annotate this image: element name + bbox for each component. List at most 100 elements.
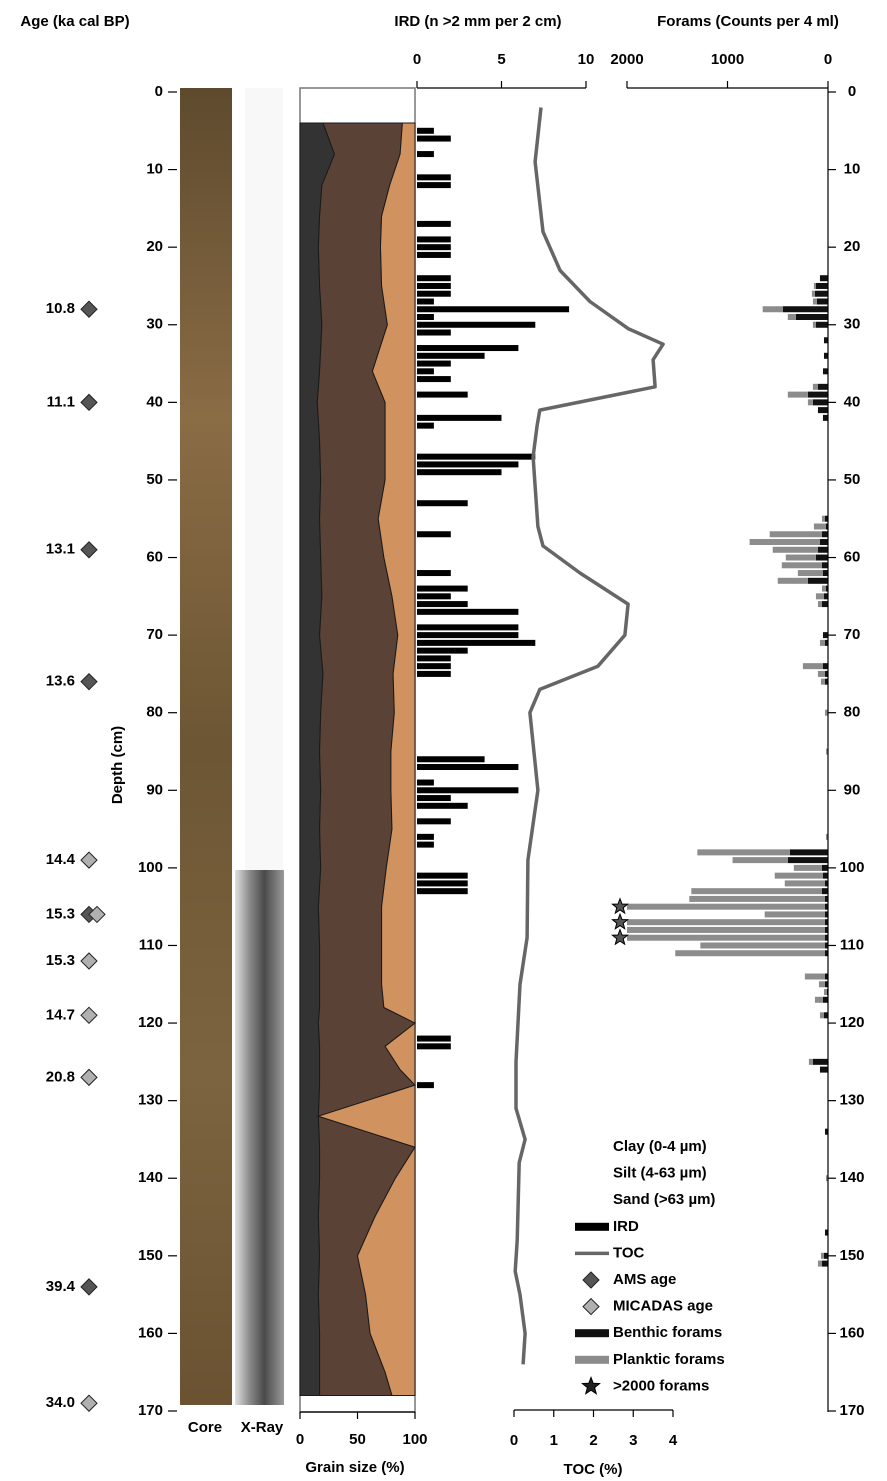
y-tick-label: 110 [840, 936, 864, 953]
bar [417, 780, 434, 786]
age-marker [81, 542, 97, 558]
bar [814, 523, 826, 529]
bar [417, 283, 451, 289]
y-tick-label: 40 [844, 393, 861, 410]
y-tick-label: 150 [138, 1247, 163, 1264]
y-tick-label: 120 [839, 1014, 864, 1031]
bar [822, 888, 828, 894]
age-marker [81, 1395, 97, 1411]
bar [783, 306, 828, 312]
bar [417, 182, 451, 188]
legend-label: Silt (4-63 µm) [613, 1165, 707, 1182]
bar [675, 950, 825, 956]
bar [417, 174, 451, 180]
bar [417, 151, 434, 157]
bar [773, 547, 818, 553]
bar [417, 880, 468, 886]
age-label: 20.8 [46, 1068, 75, 1085]
age-label: 15.3 [46, 952, 75, 969]
panel-title: Grain size (%) [305, 1459, 404, 1476]
y-tick-label: 160 [138, 1324, 163, 1341]
figure: Age (ka cal BP) Core X-Ray Depth (cm) 01… [0, 0, 887, 1481]
bar [798, 570, 823, 576]
bar [822, 531, 828, 537]
bar [417, 461, 518, 467]
bar [786, 555, 816, 561]
y-tick-label: 70 [146, 626, 163, 643]
bar [417, 291, 451, 297]
bar [417, 586, 468, 592]
bar [417, 244, 451, 250]
bar [691, 888, 822, 894]
bar [813, 298, 817, 304]
bar [627, 904, 825, 910]
bar [417, 640, 535, 646]
age-label: 34.0 [46, 1394, 75, 1411]
bar [813, 1059, 828, 1065]
age-title: Age (ka cal BP) [20, 13, 129, 30]
bar [778, 578, 808, 584]
y-tick-label: 140 [839, 1169, 864, 1186]
age-label: 14.4 [46, 851, 76, 868]
x-tick-label: 4 [669, 1432, 678, 1449]
bar [808, 578, 828, 584]
bar [417, 795, 451, 801]
bar [814, 283, 816, 289]
x-tick-label: 2 [589, 1432, 597, 1449]
bar [822, 516, 825, 522]
bar [823, 570, 828, 576]
bar [417, 609, 518, 615]
age-marker [81, 301, 97, 317]
x-tick-label: 0 [824, 51, 832, 68]
bar [818, 384, 828, 390]
bar [813, 399, 828, 405]
bar [812, 291, 815, 297]
age-marker [81, 1069, 97, 1085]
bar [823, 663, 828, 669]
bar [820, 1067, 828, 1073]
legend-label: >2000 forams [613, 1377, 709, 1394]
y-tick-label: 10 [844, 161, 861, 178]
bar [733, 857, 788, 863]
bar [627, 927, 825, 933]
panel-title: TOC (%) [564, 1461, 623, 1478]
bar [823, 368, 828, 374]
bar [822, 601, 828, 607]
bar [417, 803, 468, 809]
xray-label: X-Ray [241, 1419, 284, 1436]
bar [417, 469, 502, 475]
bar [816, 593, 824, 599]
age-marker [81, 394, 97, 410]
legend-swatch [583, 1272, 599, 1288]
y-tick-label: 50 [146, 471, 163, 488]
x-tick-label: 0 [510, 1432, 518, 1449]
bar [417, 128, 434, 134]
bar [417, 330, 451, 336]
legend-swatch [583, 1299, 599, 1315]
bar [824, 1253, 828, 1259]
bar [790, 849, 828, 855]
bar [417, 593, 451, 599]
bar [788, 857, 828, 863]
bar [818, 1261, 822, 1267]
bar [417, 601, 468, 607]
bar [824, 353, 828, 359]
bar [821, 1253, 824, 1259]
xray-image [235, 870, 284, 1405]
y-tick-label: 170 [138, 1402, 163, 1419]
x-tick-label: 1 [550, 1432, 558, 1449]
bar [824, 989, 827, 995]
age-marker [81, 953, 97, 969]
y-tick-label: 40 [146, 393, 163, 410]
age-label: 10.8 [46, 300, 75, 317]
bar [818, 601, 822, 607]
y-tick-label: 140 [138, 1169, 163, 1186]
bar [417, 648, 468, 654]
bar [775, 873, 823, 879]
bar [417, 570, 451, 576]
legend-swatch [575, 1223, 609, 1231]
bar [417, 306, 569, 312]
bar [788, 314, 796, 320]
x-tick-label: 0 [413, 51, 421, 68]
y-tick-label: 170 [839, 1402, 864, 1419]
